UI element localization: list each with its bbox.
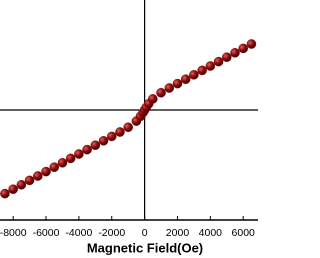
point — [32, 171, 43, 181]
x-tick-label: 2000 — [166, 227, 190, 239]
point — [156, 87, 166, 98]
chart: Magnetic Field(Oe) -8000 -6000 -4000 -2000 0… — [0, 0, 258, 255]
point — [24, 175, 35, 186]
point — [8, 184, 18, 194]
x-tick-label: -4000 — [65, 227, 92, 239]
point — [246, 39, 257, 49]
point — [213, 56, 224, 67]
point — [205, 61, 216, 71]
point — [189, 70, 199, 80]
point — [65, 153, 76, 164]
x-tick-label: -6000 — [33, 227, 60, 239]
x-tick-label: -8000 — [0, 227, 27, 239]
point — [41, 166, 51, 177]
point — [172, 78, 183, 89]
point — [164, 83, 175, 93]
point — [180, 74, 191, 84]
point — [106, 131, 117, 142]
point — [74, 149, 84, 159]
point — [148, 94, 158, 104]
point — [197, 65, 207, 76]
point — [82, 144, 92, 155]
point — [0, 188, 10, 199]
x-axis-label: Magnetic Field(Oe) — [87, 240, 203, 255]
point — [123, 122, 133, 133]
point — [221, 52, 232, 63]
x-tick-label: 0 — [142, 227, 148, 239]
point — [98, 135, 109, 146]
point — [16, 179, 27, 190]
point — [90, 140, 101, 150]
x-tick-label: -2000 — [98, 227, 125, 239]
x-tick-label: 6000 — [232, 227, 256, 239]
point — [57, 157, 68, 168]
x-tick-label: 4000 — [199, 227, 223, 239]
point — [230, 48, 240, 58]
point — [49, 162, 60, 172]
point — [115, 127, 125, 137]
point — [238, 43, 249, 54]
